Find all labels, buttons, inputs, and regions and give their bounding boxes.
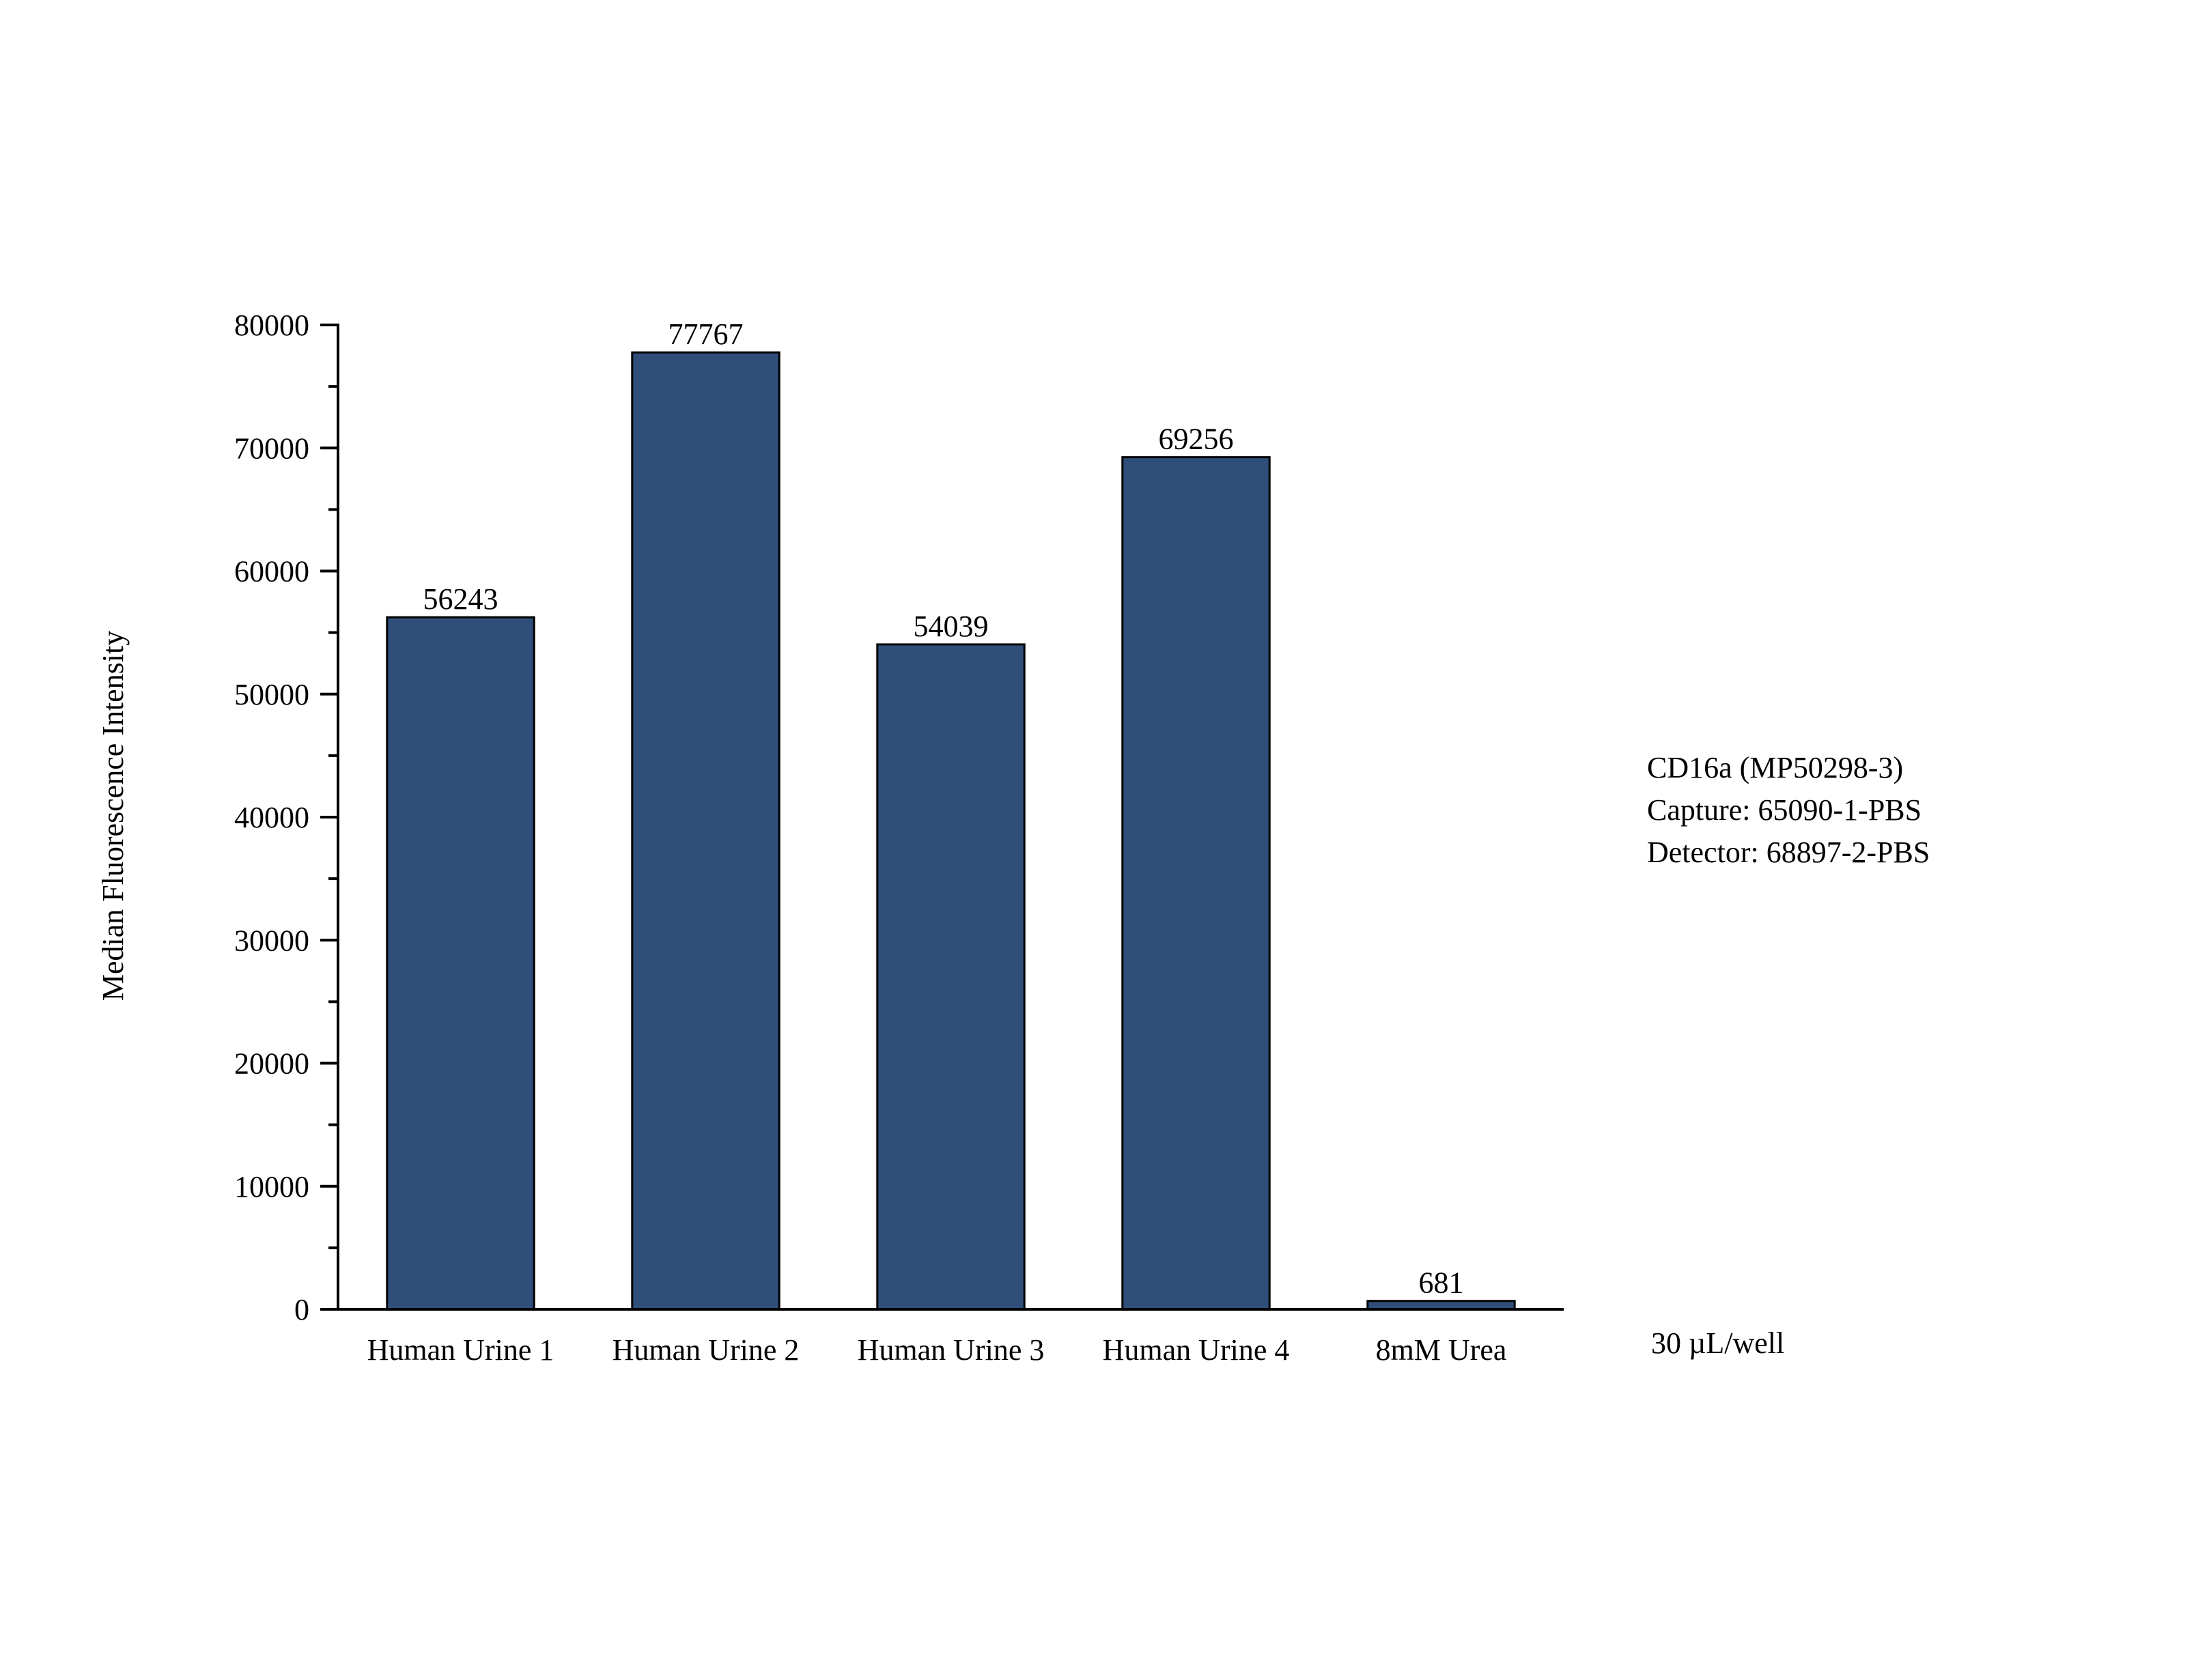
bar [876, 643, 1026, 1311]
y-ticks-group: 0 10000 20000 30000 40000 50000 60000 70000 8000… [234, 309, 338, 1326]
y-tick-label: 30000 [234, 924, 309, 957]
bar-value-label: 77767 [668, 317, 744, 351]
bar-value-label: 69256 [1159, 423, 1234, 456]
x-category-label: Human Urine 2 [613, 1333, 800, 1367]
bar-value-label: 681 [1419, 1266, 1464, 1300]
annotation-line-1: CD16a (MP50298-3) [1647, 751, 1903, 784]
y-tick-label: 40000 [234, 801, 309, 834]
bar-value-label: 54039 [914, 610, 989, 643]
volume-footnote: 30 µL/well [1651, 1326, 1784, 1360]
bar [386, 616, 535, 1311]
bar-value-label: 56243 [423, 582, 498, 616]
y-axis: 0 10000 20000 30000 40000 50000 60000 70000 8000… [234, 309, 339, 1326]
x-category-label: Human Urine 4 [1103, 1333, 1290, 1367]
y-axis-title: Median Fluorescence Intensity [96, 631, 130, 1001]
y-tick-label: 0 [294, 1293, 309, 1326]
x-category-label: Human Urine 3 [858, 1333, 1045, 1367]
bar [631, 351, 780, 1311]
annotation-line-2: Capture: 65090-1-PBS [1647, 793, 1922, 827]
data-labels-group: 56243 77767 54039 69256 681 [423, 317, 1464, 1299]
bar [1121, 456, 1271, 1311]
x-labels-group: Human Urine 1 Human Urine 2 Human Urine 3 H… [367, 1333, 1507, 1367]
y-tick-label: 20000 [234, 1047, 309, 1081]
y-tick-label: 50000 [234, 678, 309, 711]
x-category-label: Human Urine 1 [367, 1333, 554, 1367]
annotation-block: CD16a (MP50298-3) Capture: 65090-1-PBS D… [1647, 751, 1930, 869]
y-tick-label: 80000 [234, 309, 309, 342]
annotation-line-3: Detector: 68897-2-PBS [1647, 836, 1930, 869]
bars-group [386, 351, 1516, 1311]
y-tick-label: 70000 [234, 431, 309, 465]
y-tick-label: 60000 [234, 555, 309, 588]
y-tick-label: 10000 [234, 1170, 309, 1204]
x-category-label: 8mM Urea [1376, 1333, 1507, 1367]
x-axis: Human Urine 1 Human Urine 2 Human Urine 3 H… [337, 1308, 1564, 1367]
